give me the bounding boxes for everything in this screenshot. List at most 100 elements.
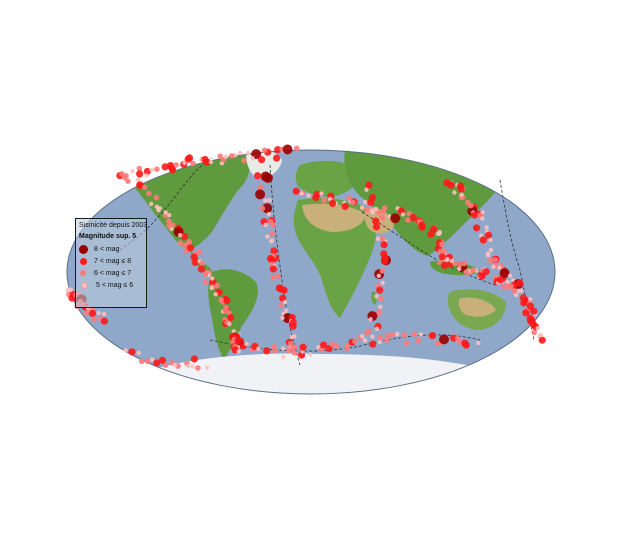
earthquake-marker xyxy=(164,210,168,214)
earthquake-marker xyxy=(367,199,374,206)
legend-label: 7 < mag ≤ 8 xyxy=(94,258,131,265)
earthquake-marker xyxy=(497,276,504,283)
earthquake-marker xyxy=(273,155,280,162)
earthquake-marker xyxy=(363,338,367,342)
earthquake-marker xyxy=(265,234,269,238)
earthquake-marker xyxy=(522,309,529,316)
earthquake-marker xyxy=(441,262,448,269)
legend-row-mag8: 8 < mag xyxy=(79,243,143,255)
earthquake-marker xyxy=(374,207,378,211)
earthquake-marker xyxy=(395,332,399,336)
earthquake-marker xyxy=(380,236,386,242)
earthquake-marker xyxy=(267,212,271,216)
earthquake-marker xyxy=(137,351,141,355)
earthquake-marker xyxy=(123,348,127,352)
earthquake-marker xyxy=(486,253,490,257)
earthquake-marker xyxy=(229,153,235,159)
legend-label: 5 < mag ≤ 6 xyxy=(96,282,133,289)
earthquake-marker xyxy=(381,281,385,285)
earthquake-marker xyxy=(269,231,275,237)
earthquake-marker xyxy=(281,355,285,359)
legend-row-mag5: 5 < mag ≤ 6 xyxy=(79,279,143,291)
earthquake-marker xyxy=(280,316,284,320)
earthquake-marker xyxy=(429,332,436,339)
earthquake-marker xyxy=(539,333,543,337)
earthquake-marker xyxy=(199,261,205,267)
earthquake-marker xyxy=(214,292,218,296)
earthquake-marker xyxy=(286,348,292,354)
earthquake-marker xyxy=(319,191,323,195)
earthquake-marker xyxy=(270,265,277,272)
earthquake-marker xyxy=(377,335,383,341)
earthquake-marker xyxy=(217,153,223,159)
earthquake-marker xyxy=(178,233,182,237)
legend-row-mag7: 7 < mag ≤ 8 xyxy=(79,255,143,267)
earthquake-marker xyxy=(101,318,108,325)
earthquake-marker xyxy=(154,166,160,172)
earthquake-marker xyxy=(531,330,537,336)
earthquake-marker xyxy=(275,273,281,279)
earthquake-marker xyxy=(166,223,172,229)
earthquake-marker xyxy=(251,156,255,160)
earthquake-marker xyxy=(186,364,190,368)
earthquake-marker xyxy=(279,302,285,308)
earthquake-marker xyxy=(223,297,230,304)
earthquake-marker xyxy=(218,297,224,303)
earthquake-marker xyxy=(468,203,474,209)
earthquake-marker xyxy=(447,182,454,189)
earthquake-marker xyxy=(197,250,203,256)
earthquake-marker xyxy=(246,151,250,155)
legend-title: Sismicité depuis 2003 xyxy=(79,222,143,229)
earthquake-marker xyxy=(125,178,131,184)
earthquake-marker xyxy=(459,193,463,197)
earthquake-marker xyxy=(177,240,183,246)
earthquake-marker xyxy=(360,334,364,338)
earthquake-marker xyxy=(128,348,135,355)
earthquake-marker xyxy=(350,200,356,206)
earthquake-marker xyxy=(378,305,382,309)
earthquake-marker xyxy=(536,326,540,330)
earthquake-marker xyxy=(452,190,456,194)
earthquake-marker xyxy=(130,169,134,173)
earthquake-marker xyxy=(235,337,242,344)
earthquake-marker xyxy=(300,344,307,351)
earthquake-marker xyxy=(380,268,386,274)
earthquake-marker xyxy=(89,310,96,317)
pink-dot-icon xyxy=(80,270,86,276)
earthquake-marker xyxy=(470,267,476,273)
light-pink-dot-icon xyxy=(81,282,88,289)
earthquake-marker xyxy=(441,248,447,254)
earthquake-marker xyxy=(334,344,340,350)
earthquake-marker xyxy=(363,200,367,204)
earthquake-marker xyxy=(91,316,97,322)
earthquake-marker xyxy=(244,342,248,346)
earthquake-marker xyxy=(300,191,304,195)
earthquake-marker xyxy=(364,188,368,192)
earthquake-marker xyxy=(491,265,495,269)
earthquake-marker xyxy=(224,155,228,159)
earthquake-marker xyxy=(473,224,480,231)
earthquake-marker xyxy=(439,242,445,248)
earthquake-marker xyxy=(144,173,148,177)
earthquake-marker xyxy=(292,350,298,356)
earthquake-marker xyxy=(401,212,405,216)
earthquake-marker xyxy=(485,225,489,229)
earthquake-marker xyxy=(439,253,446,260)
earthquake-marker xyxy=(263,198,267,202)
earthquake-marker xyxy=(381,241,388,248)
earthquake-marker xyxy=(205,365,209,369)
earthquake-marker xyxy=(227,322,231,326)
earthquake-marker xyxy=(377,274,381,278)
earthquake-marker xyxy=(241,158,247,164)
legend-row-mag6: 6 < mag ≤ 7 xyxy=(79,267,143,279)
earthquake-marker xyxy=(381,208,387,214)
legend: Sismicité depuis 2003 Magnitude sup. 5 8… xyxy=(75,218,147,308)
earthquake-marker xyxy=(263,173,273,183)
earthquake-marker xyxy=(416,338,422,344)
earthquake-marker xyxy=(264,223,268,227)
earthquake-marker xyxy=(254,172,261,179)
earthquake-marker xyxy=(237,349,241,353)
earthquake-marker xyxy=(169,166,176,173)
earthquake-marker xyxy=(497,265,501,269)
earthquake-marker xyxy=(267,198,271,202)
